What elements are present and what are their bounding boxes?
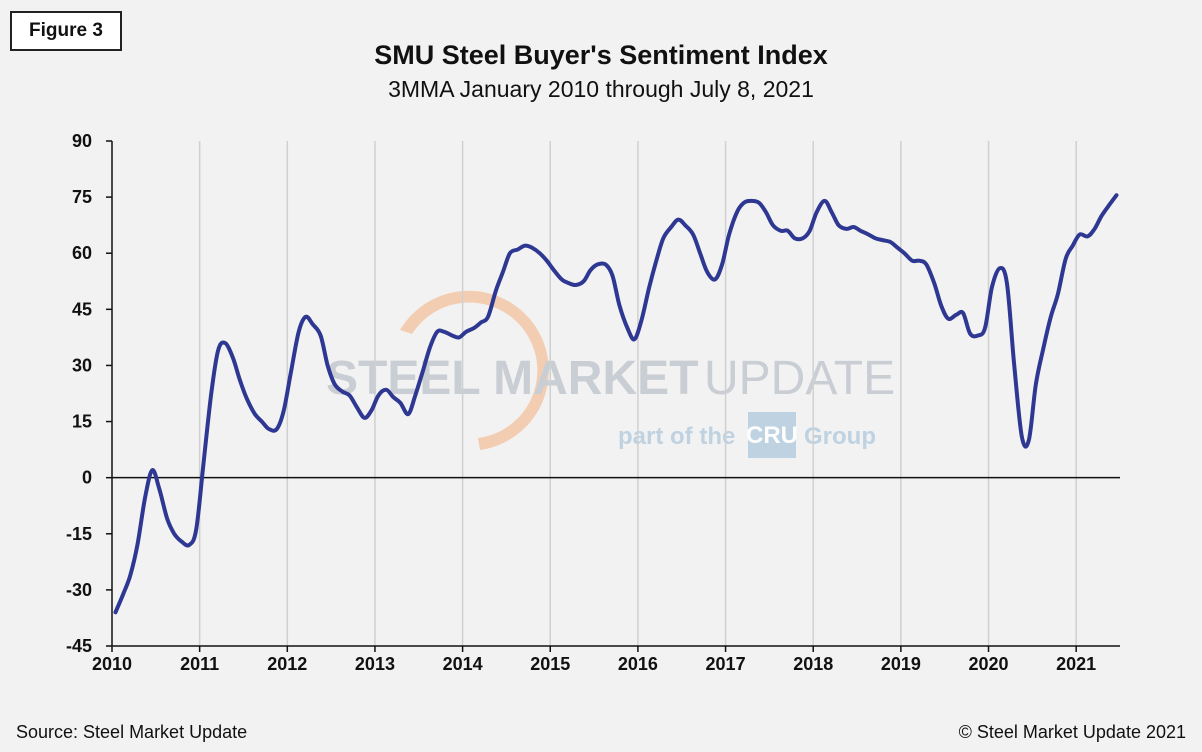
axes — [111, 141, 1120, 647]
x-tick-label: 2011 — [180, 654, 219, 674]
y-tick-label: 30 — [72, 355, 92, 375]
y-tick-label: 90 — [72, 131, 92, 151]
x-tick-label: 2013 — [355, 654, 395, 674]
x-tick-label: 2017 — [706, 654, 746, 674]
x-tick-label: 2016 — [618, 654, 658, 674]
x-tick-label: 2018 — [793, 654, 833, 674]
watermark-cru-text: CRU — [746, 422, 798, 449]
watermark-cru-badge — [748, 412, 796, 458]
y-tick-label: 60 — [72, 243, 92, 263]
watermark-group: Group — [804, 423, 876, 450]
chart-title: SMU Steel Buyer's Sentiment Index — [374, 40, 828, 70]
y-tick-label: 75 — [72, 187, 92, 207]
y-tick-label: 15 — [72, 412, 92, 432]
source-note: Source: Steel Market Update — [16, 722, 248, 742]
x-tick-label: 2019 — [881, 654, 921, 674]
x-tick-label: 2012 — [267, 654, 307, 674]
chart-subtitle: 3MMA January 2010 through July 8, 2021 — [388, 76, 814, 102]
watermark-brand-light: UPDATE — [704, 352, 895, 405]
y-tick-label: -30 — [66, 580, 92, 600]
y-axis-ticks: -45 -30 -15 0 15 30 45 60 75 90 — [66, 131, 112, 656]
y-tick-label: -15 — [66, 524, 92, 544]
watermark-brand: STEEL MARKET — [326, 352, 698, 405]
x-axis-ticks: 2010 2011 2012 2013 2014 2015 2016 2017 2018 2019… — [92, 646, 1096, 674]
x-tick-label: 2010 — [92, 654, 132, 674]
x-tick-label: 2015 — [530, 654, 570, 674]
copyright-note: © Steel Market Update 2021 — [958, 722, 1186, 742]
y-tick-label: -45 — [66, 636, 92, 656]
x-tick-label: 2014 — [443, 654, 483, 674]
x-tick-label: 2020 — [968, 654, 1008, 674]
x-tick-label: 2021 — [1056, 654, 1096, 674]
figure-label: Figure 3 — [10, 11, 122, 51]
y-tick-label: 45 — [72, 299, 92, 319]
y-tick-label: 0 — [82, 468, 92, 488]
watermark-part-of: part of the — [618, 423, 735, 450]
watermark: STEEL MARKET UPDATE part of the CRU Grou… — [326, 290, 895, 458]
series-line — [113, 193, 1119, 615]
